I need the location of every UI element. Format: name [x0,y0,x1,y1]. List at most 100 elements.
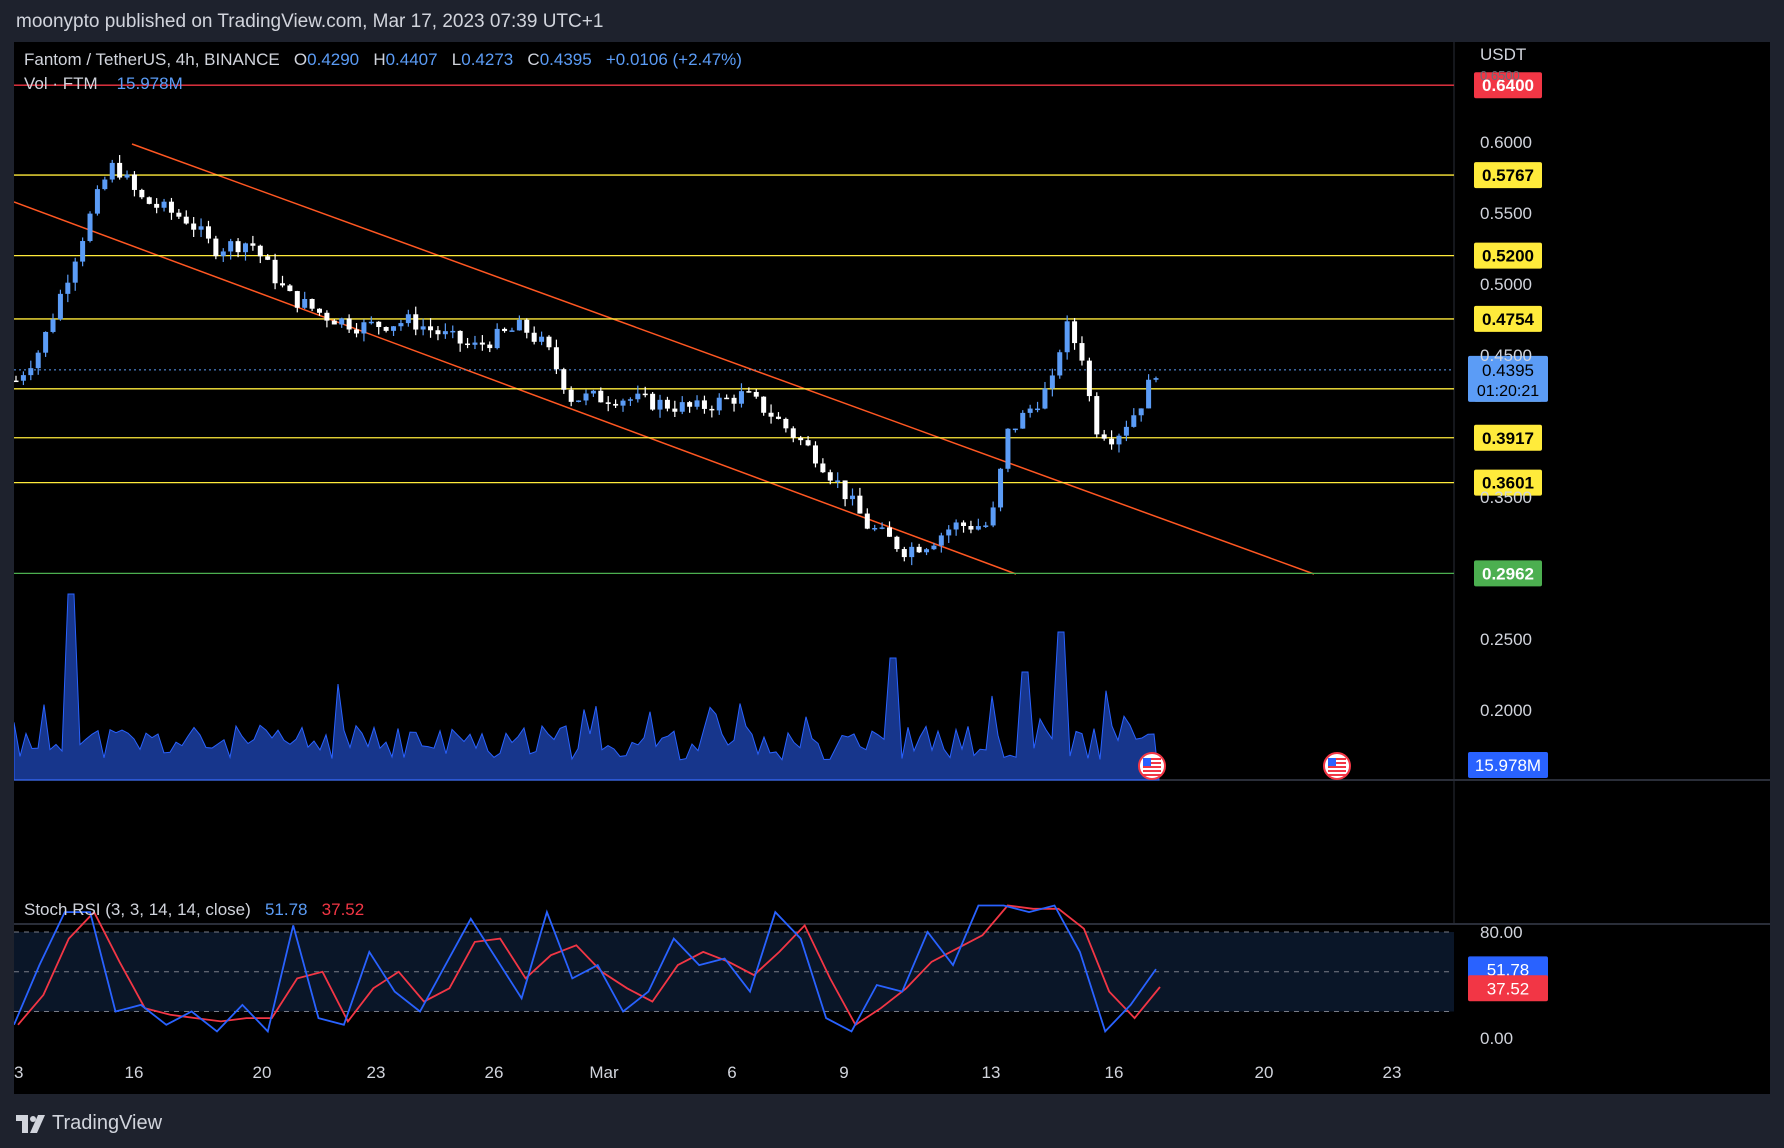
candle-body [191,223,197,230]
us-flag-event-icon[interactable] [1138,752,1166,780]
candle-body [946,529,952,536]
candle-body [1005,428,1011,469]
candle-body [383,327,389,331]
candle-body [909,546,915,558]
candle-body [20,375,26,381]
time-tick: 6 [727,1063,736,1082]
candle-body [1094,396,1100,435]
candle-body [1138,408,1144,416]
candle-body [228,241,234,252]
stoch-title[interactable]: Stoch RSI (3, 3, 14, 14, close) [24,900,251,919]
candle-body [235,241,241,253]
candle-body [753,391,759,397]
candle-body [857,495,863,514]
axis-currency: USDT [1480,45,1526,64]
volume-label[interactable]: Vol · FTM [24,74,98,93]
candle-body [168,201,174,213]
stoch-d-value: 37.52 [321,900,365,919]
stoch-d-line [17,904,1161,1027]
candle-body [924,549,930,553]
volume-histogram [14,593,1160,781]
candle-body [1042,388,1048,409]
volume-area [14,593,1160,781]
level-badge-text: 0.6400 [1482,76,1534,95]
candle-body [1020,412,1026,429]
high-value: 0.4407 [385,50,438,69]
candle-body [139,189,145,198]
candle-body [738,391,744,404]
stoch-d-badge [1468,975,1548,1002]
candle-body [1057,352,1063,376]
candle-body [1027,408,1033,413]
candle-body [790,428,796,438]
candle-body [1101,434,1107,439]
candle-body [879,527,885,529]
time-tick: 26 [485,1063,504,1082]
candle-body [479,342,485,345]
us-flag-event-icon[interactable] [1323,752,1351,780]
chart-canvas[interactable]: 0.64000.57670.52000.47540.42620.39170.36… [14,42,1770,1094]
candle-body [354,329,360,334]
candle-body [368,321,374,324]
candle-body [161,201,167,208]
candle-body [309,299,315,309]
candle-body [694,400,700,407]
candle-body [176,212,182,217]
candle-body [1123,426,1129,436]
candle-body [620,400,626,406]
level-badge-0.6400 [1474,72,1542,99]
candle-body [1064,321,1070,353]
candle-body [679,402,685,412]
symbol-name[interactable]: Fantom / TetherUS, 4h, BINANCE [24,50,280,69]
level-badge-0.2962 [1474,560,1542,587]
candle-body [931,545,937,550]
candle-body [154,203,160,208]
candle-body [450,330,456,333]
candle-body [701,400,707,409]
level-badge-0.5767 [1474,162,1542,189]
volume-value: 15.978M [116,74,183,93]
candle-body [1116,435,1122,445]
tradingview-logo[interactable]: TradingView [16,1112,162,1135]
stoch-legend: Stoch RSI (3, 3, 14, 14, close) 51.78 37… [24,900,364,920]
time-tick: Mar [589,1063,619,1082]
candle-body [842,480,848,500]
candle-body [812,445,818,464]
candle-body [887,527,893,537]
stoch-k-line [14,904,1157,1034]
price-tick: 0.4500 [1480,346,1532,365]
candle-body [650,393,656,410]
candle-body [590,390,596,394]
candle-body [961,522,967,526]
candle-body [420,326,426,330]
candle-body [205,226,211,239]
candle-body [391,326,397,331]
candle-body [124,174,130,178]
candle-body [109,162,115,180]
horizontal-levels: 0.64000.57670.52000.47540.42620.39170.36… [14,72,1548,587]
candle-body [820,463,826,473]
level-badge-text: 0.3917 [1482,429,1534,448]
level-badge-0.4754 [1474,305,1542,332]
chart-area[interactable]: 0.64000.57670.52000.47540.42620.39170.36… [14,42,1770,1094]
candle-body [709,408,715,411]
time-tick: 23 [367,1063,386,1082]
change-value: +0.0106 (+2.47%) [605,50,742,69]
candle-body [983,525,989,527]
candle-body [1153,378,1159,380]
candle-body [546,336,552,348]
candle-body [80,241,86,262]
candle-body [376,321,382,328]
candle-body [1012,428,1018,431]
candle-body [724,397,730,400]
candle-body [953,522,959,530]
candle-body [1131,415,1137,427]
candle-body [1049,375,1055,389]
candle-body [72,261,78,283]
volume-axis-text: 15.978M [1475,756,1541,775]
candle-body [117,162,123,178]
candle-body [1086,360,1092,397]
candle-body [317,308,323,313]
price-tick: 0.5000 [1480,275,1532,294]
candle-body [405,314,411,324]
